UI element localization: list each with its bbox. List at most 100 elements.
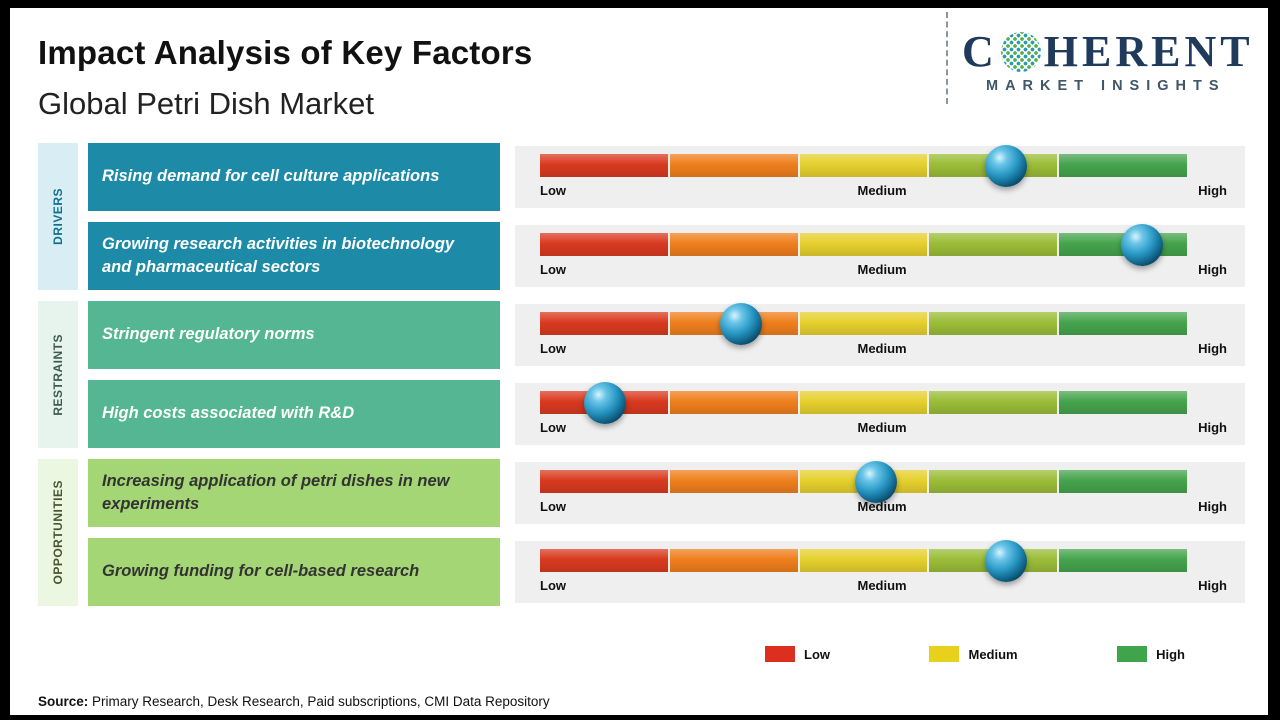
- bar-segment-4: [929, 312, 1058, 335]
- bar-segment-5: [1059, 312, 1187, 335]
- bar-segment-4: [929, 391, 1058, 414]
- factor-group-opportunities: OPPORTUNITIES Increasing application of p…: [38, 459, 1245, 606]
- scale-label-medium: Medium: [857, 578, 907, 593]
- impact-bar: [540, 144, 1187, 187]
- category-strip-restraints: RESTRAINTS: [38, 301, 78, 448]
- scale-labels: Low Medium High: [540, 499, 1227, 514]
- scale-labels: Low Medium High: [540, 341, 1227, 356]
- factor-label: Growing research activities in biotechno…: [88, 222, 500, 290]
- scale-label-high: High: [1198, 341, 1227, 356]
- legend-swatch: [929, 646, 960, 662]
- factor-label: Increasing application of petri dishes i…: [88, 459, 500, 527]
- frame-left-border: [0, 0, 10, 720]
- bar-segment-1: [540, 154, 668, 177]
- scale-label-low: Low: [540, 341, 566, 356]
- factor-group-restraints: RESTRAINTS Stringent regulatory norms Low M…: [38, 301, 1245, 448]
- bar-segment-2: [669, 154, 798, 177]
- category-label-drivers: DRIVERS: [51, 188, 65, 245]
- source-text: Primary Research, Desk Research, Paid su…: [88, 694, 550, 709]
- bar-segment-3: [799, 154, 928, 177]
- scale-label-low: Low: [540, 499, 566, 514]
- bar-segment-4: [929, 233, 1058, 256]
- category-strip-opportunities: OPPORTUNITIES: [38, 459, 78, 606]
- factor-row: Rising demand for cell culture applicati…: [88, 143, 1245, 211]
- impact-marker: [719, 302, 762, 345]
- factor-label: Rising demand for cell culture applicati…: [88, 143, 500, 211]
- impact-bar: [540, 460, 1187, 503]
- bar-segment-1: [540, 549, 668, 572]
- impact-bar: [540, 539, 1187, 582]
- logo-brand-suffix: HERENT: [1043, 27, 1254, 76]
- dashed-divider: [946, 12, 948, 104]
- bar-segment-1: [540, 233, 668, 256]
- group-rows: Increasing application of petri dishes i…: [88, 459, 1245, 606]
- factor-group-drivers: DRIVERS Rising demand for cell culture ap…: [38, 143, 1245, 290]
- frame-top-border: [0, 0, 1280, 8]
- impact-bar-panel: Low Medium High: [515, 223, 1245, 287]
- logo-tagline: MARKET INSIGHTS: [986, 78, 1226, 94]
- factor-row: Growing research activities in biotechno…: [88, 222, 1245, 290]
- legend-swatch: [1117, 646, 1148, 662]
- impact-bar-panel: Low Medium High: [515, 381, 1245, 445]
- impact-bar: [540, 381, 1187, 424]
- scale-label-medium: Medium: [857, 183, 907, 198]
- scale-label-medium: Medium: [857, 341, 907, 356]
- legend: Low Medium High: [765, 646, 1185, 662]
- group-rows: Stringent regulatory norms Low Medium High H…: [88, 301, 1245, 448]
- scale-labels: Low Medium High: [540, 578, 1227, 593]
- logo-brand-prefix: C: [962, 27, 998, 76]
- bar-segment-3: [799, 391, 928, 414]
- bar-segment-5: [1059, 549, 1187, 572]
- scale-label-low: Low: [540, 262, 566, 277]
- impact-bar-panel: Low Medium High: [515, 144, 1245, 208]
- impact-marker: [984, 144, 1027, 187]
- impact-bar: [540, 302, 1187, 345]
- scale-label-high: High: [1198, 420, 1227, 435]
- scale-labels: Low Medium High: [540, 262, 1227, 277]
- bar-segment-4: [929, 470, 1058, 493]
- factor-label: High costs associated with R&D: [88, 380, 500, 448]
- impact-marker: [1120, 223, 1163, 266]
- scale-label-high: High: [1198, 499, 1227, 514]
- bar-segment-1: [540, 312, 668, 335]
- category-strip-drivers: DRIVERS: [38, 143, 78, 290]
- bar-segment-1: [540, 470, 668, 493]
- impact-marker: [583, 381, 626, 424]
- legend-label: Medium: [968, 646, 1018, 662]
- globe-icon: [1000, 32, 1041, 72]
- legend-item-medium: Medium: [929, 646, 1018, 662]
- scale-label-medium: Medium: [857, 420, 907, 435]
- bar-segment-2: [669, 549, 798, 572]
- impact-bar: [540, 223, 1187, 266]
- logo-brand: C HERENT: [962, 30, 1262, 74]
- impact-bar-panel: Low Medium High: [515, 460, 1245, 524]
- page-title: Impact Analysis of Key Factors: [38, 34, 533, 71]
- bar-segment-3: [799, 312, 928, 335]
- scale-label-medium: Medium: [857, 499, 907, 514]
- legend-swatch: [765, 646, 795, 662]
- scale-label-high: High: [1198, 183, 1227, 198]
- bar-segment-5: [1059, 154, 1187, 177]
- bar-segment-5: [1059, 391, 1187, 414]
- chart-body: DRIVERS Rising demand for cell culture ap…: [38, 143, 1245, 617]
- scale-label-medium: Medium: [857, 262, 907, 277]
- bar-segment-5: [1059, 470, 1187, 493]
- frame-right-border: [1268, 0, 1280, 720]
- scale-labels: Low Medium High: [540, 420, 1227, 435]
- frame-bottom-border: [0, 715, 1280, 720]
- legend-item-low: Low: [765, 646, 830, 662]
- bar-segment-2: [669, 391, 798, 414]
- legend-label: Low: [804, 646, 830, 662]
- scale-label-low: Low: [540, 578, 566, 593]
- source-label: Source:: [38, 694, 89, 709]
- factor-row: Stringent regulatory norms Low Medium High: [88, 301, 1245, 369]
- scale-label-low: Low: [540, 420, 566, 435]
- legend-label: High: [1156, 646, 1185, 662]
- impact-marker: [855, 460, 898, 503]
- factor-label: Growing funding for cell-based research: [88, 538, 500, 606]
- factor-row: Increasing application of petri dishes i…: [88, 459, 1245, 527]
- bar-segment-3: [799, 233, 928, 256]
- factor-label: Stringent regulatory norms: [88, 301, 500, 369]
- scale-label-low: Low: [540, 183, 566, 198]
